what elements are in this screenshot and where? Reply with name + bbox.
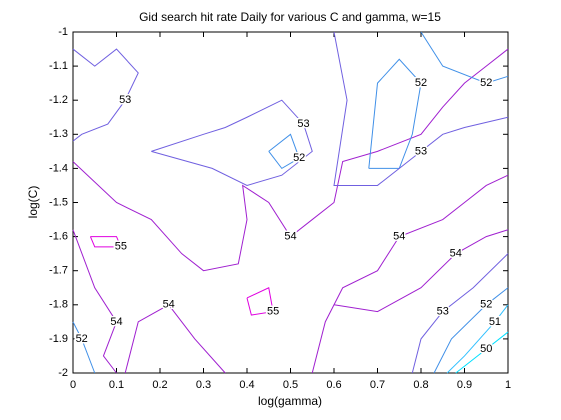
x-axis-label: log(gamma) bbox=[258, 394, 322, 408]
contour-line bbox=[455, 331, 509, 374]
contour-label: 52 bbox=[415, 77, 427, 89]
contour-line bbox=[311, 174, 509, 374]
plot-area bbox=[72, 31, 509, 374]
contour-label: 52 bbox=[76, 333, 88, 345]
x-tick-label: 0.5 bbox=[283, 379, 298, 391]
x-tick-label: 1 bbox=[505, 379, 511, 391]
contour-label: 54 bbox=[393, 231, 405, 243]
contour-line bbox=[72, 48, 139, 142]
contour-line bbox=[333, 31, 509, 186]
contour-line bbox=[420, 31, 509, 84]
y-tick-label: -1.8 bbox=[49, 299, 68, 311]
x-tick-label: 0.2 bbox=[152, 379, 167, 391]
contour-line bbox=[72, 321, 96, 374]
contour-label: 52 bbox=[480, 299, 492, 311]
contour-line bbox=[89, 236, 122, 248]
contour-label: 53 bbox=[415, 145, 427, 157]
x-tick-label: 0.7 bbox=[370, 379, 385, 391]
contour-line bbox=[446, 304, 509, 374]
y-axis-label: log(C) bbox=[26, 186, 40, 219]
x-tick-label: 0.8 bbox=[413, 379, 428, 391]
contour-label: 54 bbox=[284, 231, 296, 243]
y-tick-label: -1.9 bbox=[49, 333, 68, 345]
y-tick-label: -1.5 bbox=[49, 196, 68, 208]
y-tick-label: -1.4 bbox=[49, 162, 68, 174]
contour-label: 54 bbox=[110, 316, 122, 328]
contour-line bbox=[72, 229, 118, 374]
chart-title: Gid search hit rate Daily for various C … bbox=[139, 10, 441, 24]
x-tick-label: 0.1 bbox=[109, 379, 124, 391]
contour-label: 52 bbox=[480, 77, 492, 89]
contour-line bbox=[268, 133, 300, 170]
y-tick-label: -1.1 bbox=[49, 60, 68, 72]
contour-label: 54 bbox=[450, 248, 462, 260]
contour-line bbox=[246, 287, 274, 316]
contour-label: 55 bbox=[115, 241, 127, 253]
contour-label: 50 bbox=[480, 343, 492, 355]
contour-label: 52 bbox=[293, 152, 305, 164]
contour-label: 53 bbox=[297, 118, 309, 130]
contour-line bbox=[124, 304, 226, 374]
contour-label: 51 bbox=[489, 316, 501, 328]
contour-line bbox=[433, 287, 509, 374]
x-tick-label: 0.9 bbox=[457, 379, 472, 391]
contour-label: 53 bbox=[437, 306, 449, 318]
contour-label: 55 bbox=[267, 306, 279, 318]
y-tick-label: -1.6 bbox=[49, 231, 68, 243]
y-tick-label: -1.3 bbox=[49, 128, 68, 140]
contour-line bbox=[411, 253, 509, 374]
contour-label: 54 bbox=[163, 299, 175, 311]
y-tick-label: -2 bbox=[58, 367, 68, 379]
y-tick-label: -1 bbox=[58, 26, 68, 38]
contour-label: 53 bbox=[119, 94, 131, 106]
x-tick-label: 0.6 bbox=[326, 379, 341, 391]
y-tick-label: -1.2 bbox=[49, 94, 68, 106]
contour-line bbox=[72, 48, 509, 272]
contour-line bbox=[333, 229, 509, 313]
x-tick-label: 0.3 bbox=[196, 379, 211, 391]
x-tick-label: 0 bbox=[70, 379, 76, 391]
y-tick-label: -1.7 bbox=[49, 265, 68, 277]
contour-line bbox=[151, 99, 313, 186]
x-tick-label: 0.4 bbox=[239, 379, 254, 391]
